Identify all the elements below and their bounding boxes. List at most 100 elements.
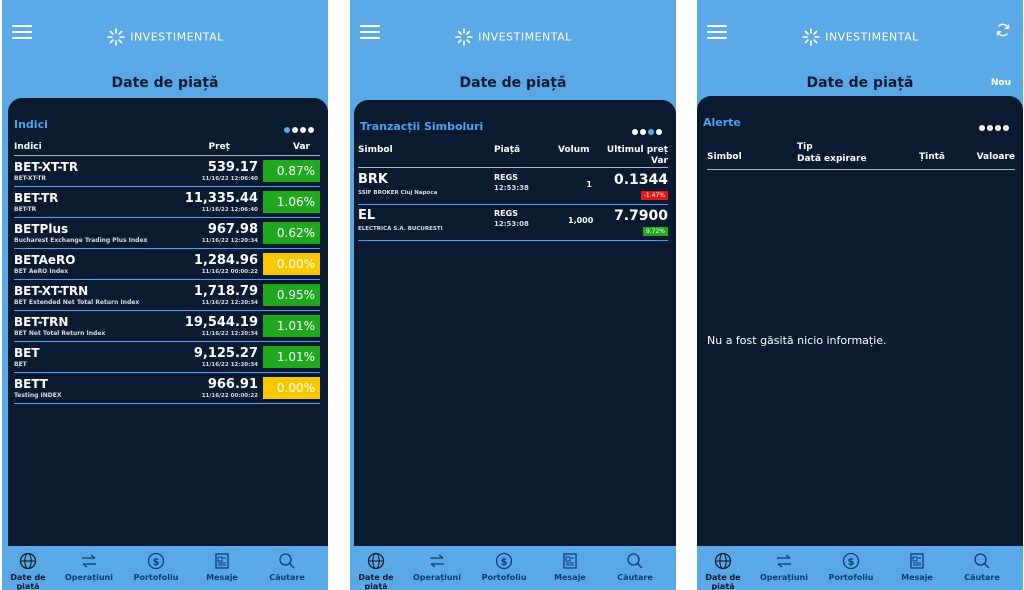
table-row[interactable]: BETPlus Bucharest Exchange Trading Plus I… <box>14 219 320 249</box>
alerts-panel: Alerte Simbol Tip Dată expirare Țintă Va… <box>697 96 1023 546</box>
tab-portfolio[interactable]: $ Portofoliu <box>474 552 534 582</box>
tab-label: Date de piață <box>358 573 394 590</box>
index-price: 1,284.96 <box>193 253 258 268</box>
table-row[interactable]: BET-XT-TR BET-XT-TR 539.17 11/16/22 12:06:4… <box>14 157 320 187</box>
index-variation-badge: 1.01% <box>263 315 320 337</box>
table-row[interactable]: EL ELECTRICA S.A. BUCURESTI REGS 12:53:08 1,… <box>358 206 668 241</box>
symbol-code: BRK <box>358 172 388 187</box>
tab-messages[interactable]: Mesaje <box>887 552 947 582</box>
index-variation-badge: 0.95% <box>263 284 320 306</box>
newspaper-icon <box>910 553 924 569</box>
index-description: BET Extended Net Total Return Index <box>14 299 140 306</box>
index-description: BET <box>14 361 27 368</box>
tab-operations[interactable]: Operațiuni <box>59 552 119 582</box>
index-name: BETT <box>14 377 48 391</box>
index-name: BET-XT-TR <box>14 160 79 174</box>
tab-search[interactable]: Căutare <box>257 552 317 582</box>
refresh-icon[interactable] <box>995 22 1011 38</box>
market: REGS <box>494 173 518 182</box>
logo-icon <box>802 28 821 46</box>
tab-label: Căutare <box>617 573 653 582</box>
tab-portfolio[interactable]: $ Portofoliu <box>821 552 881 582</box>
index-variation-badge: 0.62% <box>263 222 320 244</box>
table-row[interactable]: BETT Testing INDEX 966.91 11/16/22 00:00:22… <box>14 374 320 404</box>
col-type: Tip <box>797 142 813 152</box>
brand-logo: INVESTIMENTAL <box>350 27 676 47</box>
index-description: BET AeRO Index <box>14 268 69 275</box>
table-row[interactable]: BET-TR BET-TR 11,335.44 11/16/22 12:06:40 1.… <box>14 188 320 218</box>
newspaper-icon <box>215 553 229 569</box>
transfer-arrows-icon <box>777 554 791 568</box>
index-name: BET-TRN <box>14 315 69 329</box>
index-timestamp: 11/16/22 00:00:22 <box>201 393 258 399</box>
tab-operations[interactable]: Operațiuni <box>754 552 814 582</box>
table-row[interactable]: BETAeRO BET AeRO Index 1,284.96 11/16/22 00… <box>14 250 320 280</box>
index-variation-badge: 0.87% <box>263 160 320 182</box>
index-variation-badge: 0.00% <box>263 377 320 399</box>
dollar-icon: $ <box>842 552 860 570</box>
newspaper-icon <box>563 553 577 569</box>
tab-label: Căutare <box>269 573 305 582</box>
tab-label: Portofoliu <box>828 573 874 582</box>
menu-icon[interactable] <box>707 25 727 39</box>
tab-bar: Date de piață Operațiuni $ Portofoliu Mesaje… <box>697 546 1023 590</box>
menu-icon[interactable] <box>360 25 380 39</box>
dollar-icon: $ <box>495 552 513 570</box>
panel-title: Indici <box>14 118 48 131</box>
page-title: Date de piață <box>111 75 219 91</box>
globe-icon <box>714 552 732 570</box>
volume: 1 <box>586 180 592 189</box>
col-value: Valoare <box>976 152 1015 162</box>
index-price: 9,125.27 <box>193 346 258 361</box>
tab-market-data[interactable]: Date de piață <box>350 552 406 590</box>
screen-indices: INVESTIMENTAL Date de piață Indici Indic… <box>2 0 328 590</box>
globe-icon <box>367 552 385 570</box>
symbol-code: EL <box>358 208 376 223</box>
tab-search[interactable]: Căutare <box>605 552 665 582</box>
empty-message: Nu a fost găsită nicio informație. <box>707 334 887 347</box>
index-timestamp: 11/16/22 12:06:40 <box>201 176 258 182</box>
tab-label: Operațiuni <box>413 573 461 582</box>
col-expiry: Dată expirare <box>797 154 867 164</box>
tab-label: Operațiuni <box>760 573 808 582</box>
tab-search[interactable]: Căutare <box>952 552 1012 582</box>
symbol-description: ELECTRICA S.A. BUCURESTI <box>358 226 443 232</box>
index-price: 19,544.19 <box>184 315 258 330</box>
new-alert-button[interactable]: Nou <box>990 78 1011 88</box>
pager-dots[interactable] <box>282 118 318 133</box>
brand-name: INVESTIMENTAL <box>478 30 572 44</box>
tab-portfolio[interactable]: $ Portofoliu <box>126 552 186 582</box>
tab-label: Mesaje <box>554 573 586 582</box>
brand-logo: INVESTIMENTAL <box>697 27 1023 47</box>
trade-time: 12:53:38 <box>494 184 529 192</box>
table-row[interactable]: BET BET 9,125.27 11/16/22 12:20:34 1.01% <box>14 343 320 373</box>
tab-operations[interactable]: Operațiuni <box>407 552 467 582</box>
tab-label: Căutare <box>964 573 1000 582</box>
table-row[interactable]: BET-XT-TRN BET Extended Net Total Return … <box>14 281 320 311</box>
pager-dots[interactable] <box>630 120 666 135</box>
index-description: BET-TR <box>14 206 37 213</box>
table-row[interactable]: BET-TRN BET Net Total Return Index 19,544.… <box>14 312 320 342</box>
index-name: BET-TR <box>14 191 59 205</box>
index-price: 1,718.79 <box>193 284 258 299</box>
col-var: Var <box>651 156 668 166</box>
globe-icon <box>19 552 37 570</box>
index-description: Bucharest Exchange Trading Plus Index <box>14 237 148 244</box>
index-price: 966.91 <box>207 377 258 392</box>
brand-name: INVESTIMENTAL <box>825 30 919 44</box>
index-name: BETAeRO <box>14 253 76 267</box>
menu-icon[interactable] <box>12 25 32 39</box>
tab-messages[interactable]: Mesaje <box>540 552 600 582</box>
tab-market-data[interactable]: Date de piață <box>2 552 58 590</box>
col-price: Preț <box>208 142 230 152</box>
top-bar: INVESTIMENTAL Date de piață Nou <box>697 0 1023 100</box>
last-price: 7.7900 <box>613 208 668 224</box>
tab-messages[interactable]: Mesaje <box>192 552 252 582</box>
tab-label: Operațiuni <box>65 573 113 582</box>
tab-market-data[interactable]: Date de piață <box>697 552 753 590</box>
index-timestamp: 11/16/22 12:20:34 <box>201 331 258 337</box>
brand-name: INVESTIMENTAL <box>130 30 224 44</box>
pager-dots[interactable] <box>977 116 1013 131</box>
volume: 1,000 <box>568 216 594 225</box>
table-row[interactable]: BRK SSIF BROKER Cluj Napoca REGS 12:53:38 1 0… <box>358 170 668 205</box>
